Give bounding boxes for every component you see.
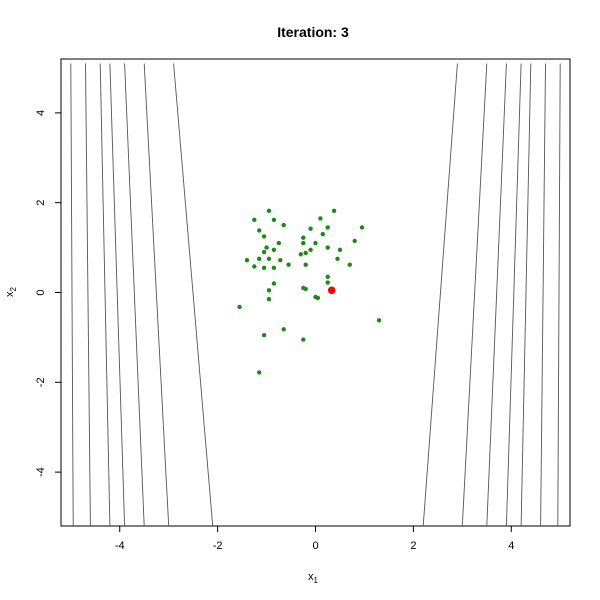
data-point [266, 208, 272, 213]
y-tick-label: 0 [35, 289, 47, 295]
x-tick-label: 2 [410, 540, 416, 552]
contour-line [85, 63, 91, 527]
data-point [276, 240, 281, 246]
data-point [325, 225, 330, 230]
data-point [313, 240, 318, 246]
data-point [308, 247, 313, 252]
y-axis-label: x2 [4, 286, 18, 297]
data-point [271, 217, 277, 222]
data-point [252, 264, 257, 269]
data-point [264, 245, 269, 250]
data-point [303, 262, 308, 267]
data-point [281, 222, 286, 228]
data-point [261, 265, 267, 270]
data-point [320, 231, 325, 237]
data-point [303, 286, 308, 292]
data-point [281, 327, 286, 332]
data-point [318, 216, 323, 221]
data-point [331, 208, 337, 213]
best-point-layer [327, 286, 336, 295]
data-point [271, 265, 277, 270]
data-point [335, 256, 340, 261]
contour-line [461, 63, 488, 527]
data-point [337, 247, 343, 252]
x-tick-label: -4 [115, 540, 125, 552]
data-point [278, 258, 283, 263]
data-point [271, 281, 277, 286]
data-point [261, 249, 267, 255]
data-point [252, 217, 257, 222]
data-point [347, 262, 352, 267]
data-point [376, 318, 382, 323]
data-point [266, 256, 272, 261]
x-tick-label: 0 [312, 540, 318, 552]
contour-line [422, 63, 458, 527]
chart-title: Iteration: 3 [277, 24, 349, 40]
data-point [298, 252, 303, 257]
contour-line [486, 63, 507, 527]
data-point [266, 288, 272, 293]
x-axis-label: x1 [308, 571, 319, 585]
contour-lines [70, 63, 561, 527]
data-point [303, 250, 308, 256]
y-tick-label: 4 [35, 110, 47, 116]
x-tick-label: -2 [213, 540, 223, 552]
data-point [301, 235, 306, 240]
data-point [301, 240, 306, 246]
best-point [327, 286, 336, 295]
data-point [237, 304, 242, 310]
data-point [266, 297, 272, 302]
data-point [271, 247, 277, 252]
y-tick-label: -2 [35, 377, 47, 387]
y-axis: -4 -2 0 2 4 [35, 110, 61, 477]
contour-line [124, 63, 145, 527]
data-point [352, 238, 357, 244]
contour-line [505, 63, 522, 527]
y-tick-label: -4 [35, 467, 47, 477]
data-point [244, 258, 250, 263]
contour-line [173, 63, 214, 527]
contour-line [143, 63, 170, 527]
x-axis: -4 -2 0 2 4 [115, 526, 514, 552]
contour-line [70, 63, 74, 527]
contour-line [540, 63, 546, 527]
data-point [286, 262, 291, 267]
data-point [257, 228, 262, 233]
data-point [261, 234, 267, 239]
data-point [301, 337, 306, 342]
data-point [325, 274, 330, 279]
contour-line [99, 63, 111, 527]
data-point [325, 245, 330, 250]
contour-line [557, 63, 561, 527]
data-point [257, 256, 262, 261]
data-point [359, 225, 365, 230]
data-point [325, 280, 330, 285]
y-tick-label: 2 [35, 200, 47, 206]
data-point [315, 295, 321, 301]
contour-line [520, 63, 532, 527]
plot-frame [60, 58, 571, 527]
data-point [308, 226, 313, 231]
data-point [257, 370, 262, 375]
data-points [237, 208, 382, 375]
contour-line [109, 63, 126, 527]
x-tick-label: 4 [508, 540, 514, 552]
data-point [261, 333, 267, 338]
